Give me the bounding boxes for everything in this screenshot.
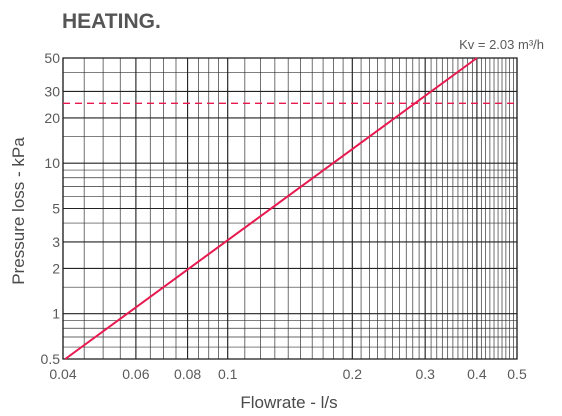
- y-tick-label: 20: [44, 110, 60, 126]
- y-tick-label: 1: [52, 306, 60, 322]
- x-tick-label: 0.3: [415, 366, 435, 382]
- grid-major: [62, 57, 518, 360]
- x-tick-label: 0.04: [49, 366, 76, 382]
- y-tick-label: 3: [52, 234, 60, 250]
- x-tick-label: 0.08: [174, 366, 201, 382]
- y-tick-label: 10: [44, 155, 60, 171]
- y-tick-label: 50: [44, 50, 60, 66]
- y-tick-label: 5: [52, 201, 60, 217]
- chart-title: HEATING.: [62, 10, 161, 33]
- y-axis-label: Pressure loss - kPa: [9, 137, 28, 285]
- x-tick-labels: 0.04 0.06 0.08 0.1 0.2 0.3 0.4 0.5: [49, 366, 527, 382]
- y-tick-label: 2: [52, 260, 60, 276]
- plot-frame: [62, 57, 518, 360]
- y-tick-label: 30: [44, 83, 60, 99]
- x-tick-label: 0.2: [343, 366, 363, 382]
- y-tick-label: 0.5: [41, 351, 61, 367]
- x-tick-label: 0.5: [507, 366, 527, 382]
- x-tick-label: 0.06: [122, 366, 149, 382]
- series: [64, 57, 478, 360]
- x-tick-label: 0.4: [467, 366, 487, 382]
- kv-annotation: Kv = 2.03 m³/h: [459, 37, 544, 52]
- y-tick-labels: 0.5 1 2 3 5 10 20 30 50: [41, 50, 61, 367]
- series-line: [64, 57, 478, 360]
- x-tick-label: 0.1: [218, 366, 238, 382]
- x-axis-label: Flowrate - l/s: [240, 393, 337, 412]
